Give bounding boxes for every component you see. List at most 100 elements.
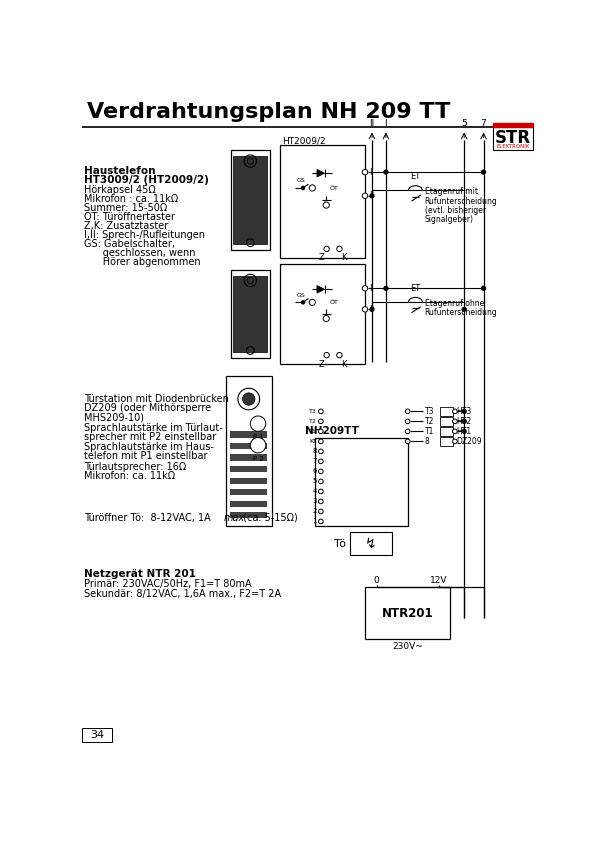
Text: Z,K: Zusatztaster: Z,K: Zusatztaster: [84, 221, 168, 231]
Bar: [231, 151, 270, 250]
Text: 2: 2: [312, 509, 317, 514]
Bar: [280, 264, 365, 365]
Text: GS: Gabelschalter,: GS: Gabelschalter,: [84, 239, 175, 249]
Text: T3: T3: [425, 407, 434, 416]
Text: STR: STR: [495, 129, 531, 147]
Circle shape: [462, 409, 466, 413]
Text: 12V: 12V: [430, 576, 447, 584]
Text: 5: 5: [312, 478, 317, 484]
Text: 5: 5: [461, 119, 467, 128]
Text: GS: GS: [297, 179, 306, 184]
Text: geschlossen, wenn: geschlossen, wenn: [84, 248, 195, 258]
Text: Mikrofon : ca. 11kΩ: Mikrofon : ca. 11kΩ: [84, 194, 178, 204]
Text: Rufunterscheidung: Rufunterscheidung: [425, 308, 497, 317]
Text: (evtl. bisheriger: (evtl. bisheriger: [425, 205, 486, 215]
Circle shape: [243, 393, 255, 405]
Circle shape: [453, 419, 457, 424]
Bar: [230, 466, 267, 472]
Text: HT1: HT1: [456, 427, 472, 436]
Circle shape: [309, 299, 315, 306]
Bar: [230, 443, 267, 449]
Text: ÖT: ÖT: [330, 300, 338, 305]
Circle shape: [318, 489, 323, 493]
Text: I,II: Sprech-/Rufleitungen: I,II: Sprech-/Rufleitungen: [84, 230, 205, 240]
Circle shape: [462, 419, 466, 424]
Circle shape: [481, 286, 486, 290]
Text: HT2: HT2: [456, 417, 472, 426]
Text: P 2: P 2: [253, 456, 264, 462]
Circle shape: [318, 469, 323, 474]
Text: P 1: P 1: [253, 434, 264, 440]
Text: HT3009/2 (HT2009/2): HT3009/2 (HT2009/2): [84, 175, 209, 185]
Circle shape: [362, 285, 368, 291]
Circle shape: [453, 409, 457, 413]
Text: II: II: [369, 305, 374, 314]
Circle shape: [362, 169, 368, 175]
Polygon shape: [317, 169, 325, 177]
Text: T3: T3: [309, 409, 317, 414]
Text: Türlautsprecher: 16Ω: Türlautsprecher: 16Ω: [84, 461, 186, 472]
Bar: [349, 532, 392, 556]
Circle shape: [302, 301, 305, 304]
Text: 6: 6: [312, 468, 317, 474]
Text: ÖT: ÖT: [330, 186, 338, 191]
Circle shape: [462, 429, 466, 434]
Bar: [493, 127, 533, 151]
Text: 7: 7: [312, 458, 317, 465]
Circle shape: [323, 316, 330, 322]
Bar: [230, 431, 267, 438]
Circle shape: [370, 307, 374, 312]
Text: Z: Z: [319, 253, 325, 263]
Text: Etagenruf ohne: Etagenruf ohne: [425, 299, 484, 308]
Text: 4: 4: [312, 488, 317, 494]
Circle shape: [384, 170, 388, 174]
Text: Tö: Tö: [334, 539, 346, 549]
Text: max: max: [223, 513, 245, 523]
Text: 3: 3: [312, 498, 317, 504]
Text: Sekundär: 8/12VAC, 1,6A max., F2=T 2A: Sekundär: 8/12VAC, 1,6A max., F2=T 2A: [84, 589, 281, 599]
Circle shape: [318, 429, 323, 434]
Bar: [226, 376, 272, 526]
Bar: [493, 124, 533, 127]
Circle shape: [323, 202, 330, 208]
Circle shape: [337, 353, 342, 358]
Text: Rufunterscheidung: Rufunterscheidung: [425, 196, 497, 205]
Text: MHS209-10): MHS209-10): [84, 413, 143, 422]
Circle shape: [318, 419, 323, 424]
Text: (ca. 5-15Ω): (ca. 5-15Ω): [240, 513, 298, 523]
Text: II: II: [369, 119, 375, 128]
Circle shape: [318, 520, 323, 524]
Circle shape: [453, 439, 457, 444]
Circle shape: [405, 439, 410, 444]
Text: Türöffner Tö:  8-12VAC, 1A: Türöffner Tö: 8-12VAC, 1A: [84, 513, 214, 523]
Text: Hörkapsel 45Ω: Hörkapsel 45Ω: [84, 184, 155, 195]
Circle shape: [362, 193, 368, 199]
Text: 8: 8: [425, 437, 430, 446]
Text: NH209TT: NH209TT: [305, 426, 359, 436]
Circle shape: [318, 449, 323, 454]
Text: 8: 8: [312, 449, 317, 455]
Text: T2: T2: [309, 418, 317, 424]
Bar: [315, 438, 408, 526]
Text: 7: 7: [481, 119, 487, 128]
Text: ÖT: Türöffnertaster: ÖT: Türöffnertaster: [84, 212, 175, 222]
Text: HT2009/2: HT2009/2: [282, 136, 325, 146]
Bar: [230, 489, 267, 495]
Circle shape: [405, 419, 410, 424]
Polygon shape: [317, 285, 325, 293]
Text: 34: 34: [90, 730, 104, 740]
Bar: [230, 455, 267, 461]
Bar: [230, 477, 267, 484]
Bar: [440, 407, 453, 416]
Circle shape: [324, 246, 330, 252]
Text: telefon mit P1 einstellbar: telefon mit P1 einstellbar: [84, 451, 207, 461]
Text: Netzgerät NTR 201: Netzgerät NTR 201: [84, 569, 196, 579]
Circle shape: [318, 439, 323, 444]
Text: Primär: 230VAC/50Hz, F1=T 80mA: Primär: 230VAC/50Hz, F1=T 80mA: [84, 578, 251, 589]
Text: K: K: [342, 360, 347, 369]
Text: ET: ET: [410, 284, 421, 293]
Text: HT3: HT3: [456, 407, 472, 416]
Text: ET: ET: [410, 172, 421, 181]
Text: sprecher mit P2 einstellbar: sprecher mit P2 einstellbar: [84, 432, 216, 442]
Circle shape: [405, 429, 410, 434]
